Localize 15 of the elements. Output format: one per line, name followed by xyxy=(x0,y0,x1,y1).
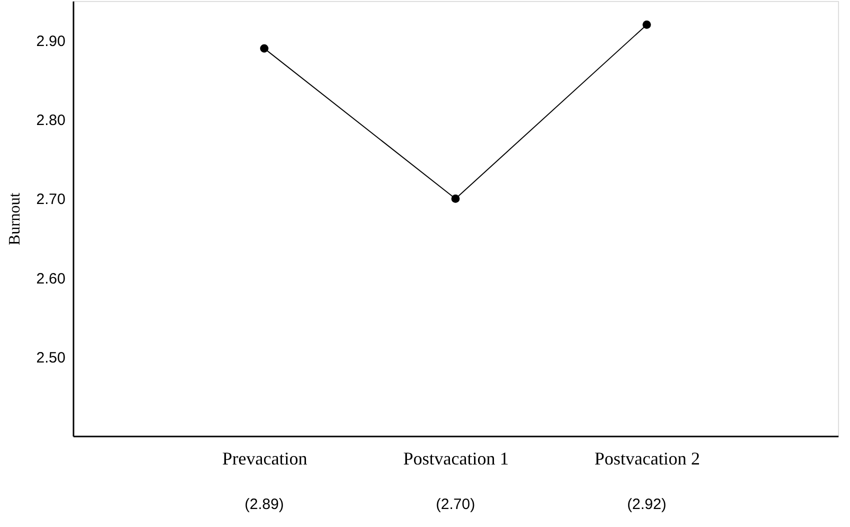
y-tick-label: 2.80 xyxy=(36,112,66,130)
y-tick-label: 2.70 xyxy=(36,191,66,208)
data-label: (2.89) xyxy=(244,496,284,513)
y-tick-label: 2.60 xyxy=(36,270,66,288)
data-label: (2.70) xyxy=(436,496,476,513)
x-tick-label: Postvacation 2 xyxy=(594,448,700,468)
point xyxy=(642,20,651,29)
data-label: (2.92) xyxy=(627,496,666,513)
y-axis-title: Burnout xyxy=(6,192,24,246)
point xyxy=(260,44,268,53)
x-tick-label: Postvacation 1 xyxy=(403,448,509,468)
y-tick-label: 2.90 xyxy=(36,33,66,50)
y-tick-label: 2.50 xyxy=(36,349,66,366)
x-tick-label: Prevacation xyxy=(222,448,308,468)
point xyxy=(451,194,460,203)
